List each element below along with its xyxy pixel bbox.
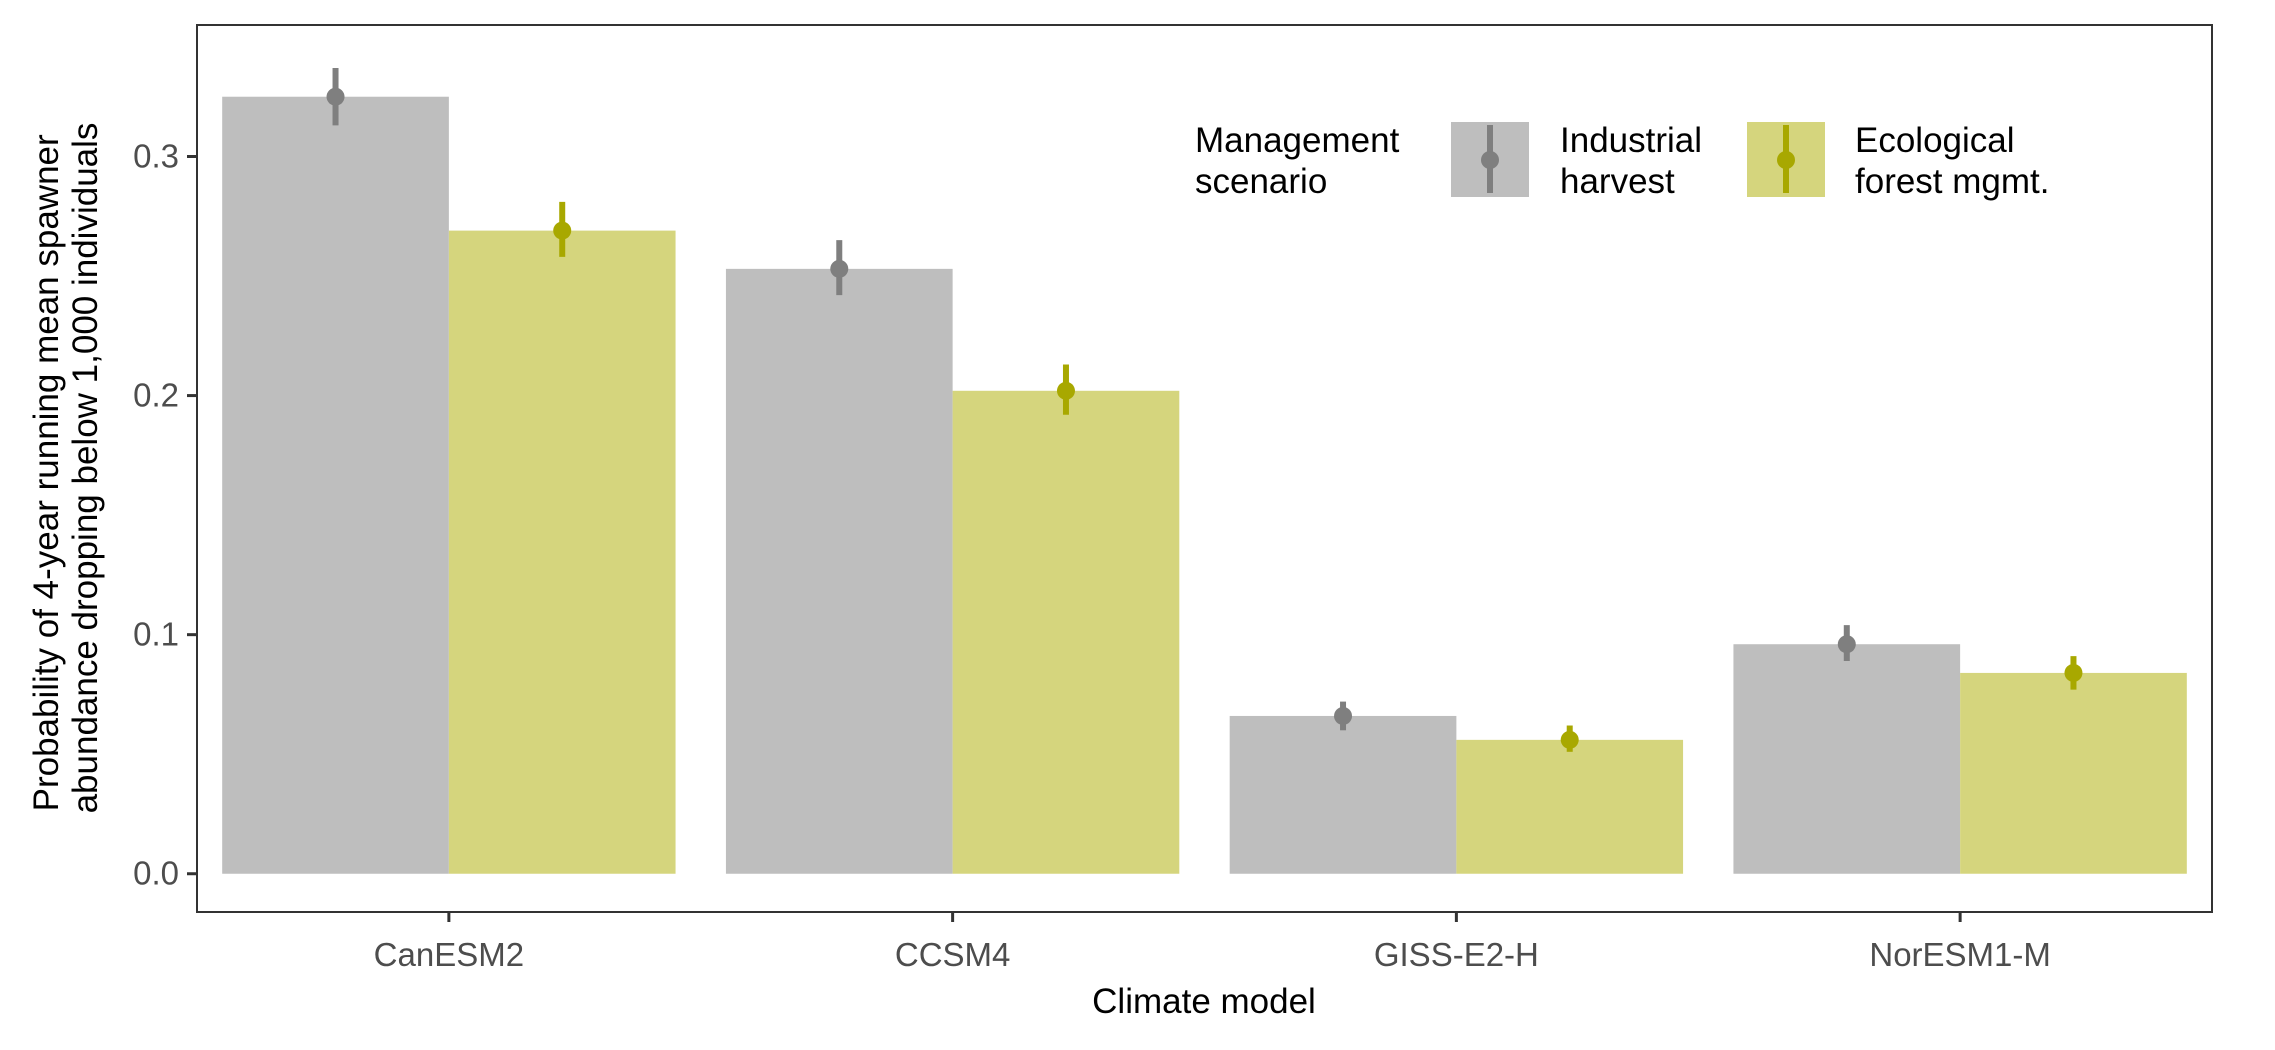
y-axis-title-line-2: abundance dropping below 1,000 individua… <box>66 123 105 814</box>
bar-noresm1-m-industrial <box>1733 644 1961 874</box>
bar-canesm2-industrial <box>222 96 449 874</box>
point-canesm2-ecological <box>553 221 572 240</box>
point-ccsm4-industrial <box>830 259 849 278</box>
y-axis-title: Probability of 4-year running mean spawn… <box>27 123 105 814</box>
x-axis: CanESM2 CCSM4 GISS-E2-H NorESM1-M <box>374 912 2051 973</box>
legend-title-line-1: Management <box>1195 121 1400 160</box>
bar-giss-e2-h-industrial <box>1229 715 1457 874</box>
x-tick-label-noresm1-m: NorESM1-M <box>1869 936 2051 973</box>
y-tick-label: 0.0 <box>133 855 179 892</box>
legend-label-ecological: Ecological forest mgmt. <box>1855 121 2049 201</box>
legend-key-ecological-point <box>1777 151 1795 169</box>
x-tick-label-ccsm4: CCSM4 <box>895 936 1011 973</box>
legend-label-ecological-line-1: Ecological <box>1855 121 2015 160</box>
legend-label-ecological-line-2: forest mgmt. <box>1855 162 2049 201</box>
legend-label-industrial-line-2: harvest <box>1560 162 1675 201</box>
y-tick-label: 0.1 <box>133 616 179 653</box>
legend-title-line-2: scenario <box>1195 162 1327 201</box>
point-canesm2-industrial <box>326 87 345 106</box>
plot-panel-border <box>196 24 2213 913</box>
y-tick-label: 0.2 <box>133 377 179 414</box>
bar-noresm1-m-ecological <box>1960 672 2187 874</box>
bar-canesm2-ecological <box>448 230 676 874</box>
bars-layer <box>222 96 2187 874</box>
x-axis-title: Climate model <box>1092 982 1316 1021</box>
legend: Management scenario Industrial harvest E… <box>1195 121 2049 201</box>
legend-label-industrial-line-1: Industrial <box>1560 121 1702 160</box>
point-noresm1-m-ecological <box>2064 663 2083 682</box>
x-tick-label-canesm2: CanESM2 <box>374 936 524 973</box>
bar-ccsm4-industrial <box>725 268 953 874</box>
y-tick-label: 0.3 <box>133 137 179 174</box>
x-tick-label-giss-e2-h: GISS-E2-H <box>1374 936 1539 973</box>
y-axis: 0.0 0.1 0.2 0.3 <box>133 137 197 892</box>
error-bars-layer <box>326 68 2083 752</box>
point-giss-e2-h-industrial <box>1334 706 1353 725</box>
legend-label-industrial: Industrial harvest <box>1560 121 1712 201</box>
point-giss-e2-h-ecological <box>1560 730 1579 749</box>
point-noresm1-m-industrial <box>1837 635 1856 654</box>
point-ccsm4-ecological <box>1056 381 1075 400</box>
legend-title: Management scenario <box>1195 121 1409 201</box>
bar-ccsm4-ecological <box>952 390 1180 874</box>
bar-giss-e2-h-ecological <box>1456 739 1684 874</box>
y-axis-title-line-1: Probability of 4-year running mean spawn… <box>27 134 66 811</box>
legend-key-industrial-point <box>1481 151 1499 169</box>
